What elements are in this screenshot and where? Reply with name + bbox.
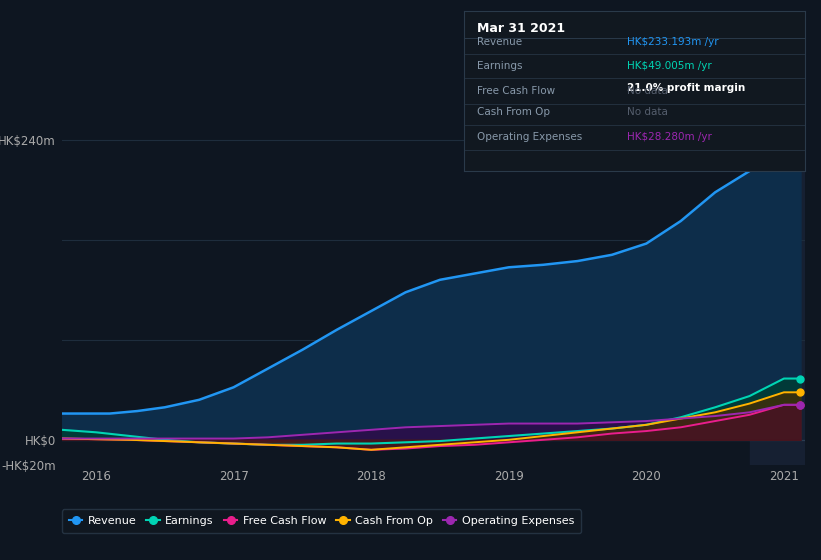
Text: Earnings: Earnings xyxy=(478,60,523,71)
Text: Mar 31 2021: Mar 31 2021 xyxy=(478,22,566,35)
Text: Revenue: Revenue xyxy=(478,37,523,46)
Text: Operating Expenses: Operating Expenses xyxy=(478,133,583,142)
Text: HK$233.193m /yr: HK$233.193m /yr xyxy=(627,37,719,46)
Bar xyxy=(750,115,805,465)
Legend: Revenue, Earnings, Free Cash Flow, Cash From Op, Operating Expenses: Revenue, Earnings, Free Cash Flow, Cash … xyxy=(62,509,581,533)
Text: Free Cash Flow: Free Cash Flow xyxy=(478,86,556,96)
Text: No data: No data xyxy=(627,107,668,117)
Text: HK$49.005m /yr: HK$49.005m /yr xyxy=(627,60,712,71)
Text: 21.0% profit margin: 21.0% profit margin xyxy=(627,83,745,93)
Text: No data: No data xyxy=(627,86,668,96)
Text: HK$28.280m /yr: HK$28.280m /yr xyxy=(627,133,713,142)
Text: Cash From Op: Cash From Op xyxy=(478,107,551,117)
